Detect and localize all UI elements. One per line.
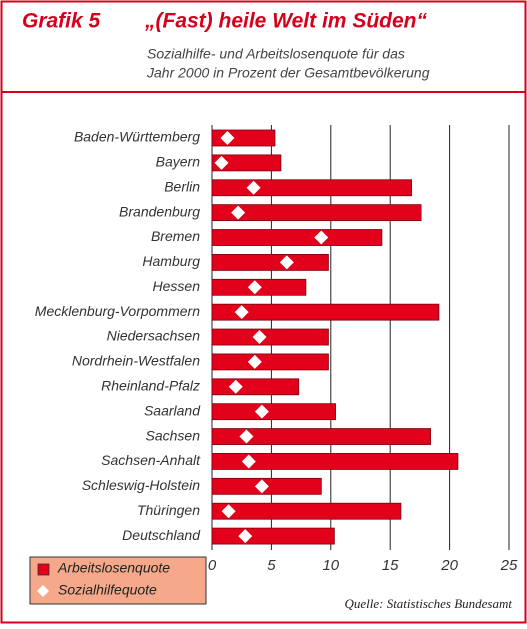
subtitle: Sozialhilfe- und Arbeitslosenquote für d… (147, 46, 405, 62)
legend-label: Arbeitslosenquote (57, 560, 170, 576)
y-tick-label: Mecklenburg-Vorpommern (35, 303, 200, 319)
y-tick-label: Bayern (156, 154, 201, 170)
y-tick-label: Hessen (153, 278, 201, 294)
legend-box (29, 556, 207, 605)
y-tick-label: Rheinland-Pfalz (101, 378, 200, 394)
bar (211, 403, 336, 421)
bar (211, 502, 402, 520)
subtitle: Jahr 2000 in Prozent der Gesamtbevölkeru… (146, 65, 430, 81)
source: Quelle: Statistisches Bundesamt (344, 596, 512, 611)
bar (211, 204, 422, 222)
bar (211, 229, 383, 246)
bar (211, 378, 300, 396)
diamond-marker (221, 504, 236, 519)
y-tick-label: Saarland (144, 402, 201, 418)
diamond-marker (254, 479, 269, 494)
y-tick-label: Niedersachsen (107, 328, 201, 344)
diamond-marker (254, 404, 269, 419)
diamond-marker (252, 330, 267, 345)
diamond-marker (247, 354, 262, 369)
diamond-marker (314, 230, 329, 245)
y-tick-label: Sachsen (146, 427, 201, 443)
x-tick-label: 25 (500, 557, 518, 574)
y-tick-label: Thüringen (137, 502, 200, 518)
diamond-marker (246, 180, 261, 195)
chart-label: Grafik 5 (22, 10, 101, 33)
diamond-marker (241, 454, 256, 469)
bar (211, 428, 431, 445)
bar (211, 353, 329, 371)
y-tick-label: Sachsen-Anhalt (101, 452, 201, 468)
x-tick-label: 20 (440, 557, 458, 574)
diamond-marker (238, 529, 253, 544)
diamond-marker (214, 155, 229, 170)
y-tick-label: Berlin (164, 178, 200, 194)
x-tick-label: 5 (267, 557, 276, 574)
x-tick-label: 0 (208, 557, 217, 574)
bar (211, 527, 335, 545)
diamond-marker (220, 131, 235, 145)
y-tick-label: Bremen (151, 228, 200, 244)
x-tick-label: 10 (322, 557, 339, 574)
chart-title: „(Fast) heile Welt im Süden“ (144, 10, 427, 33)
y-tick-label: Hamburg (142, 253, 200, 269)
x-tick-label: 15 (382, 557, 399, 574)
bar (211, 179, 412, 197)
diamond-marker (234, 305, 249, 320)
bar (211, 253, 329, 271)
bar (211, 453, 459, 470)
diamond-marker (231, 205, 246, 220)
y-tick-label: Schleswig-Holstein (82, 477, 200, 493)
legend-label: Sozialhilfequote (58, 582, 157, 598)
y-tick-label: Brandenburg (119, 203, 200, 219)
diamond-marker (279, 255, 294, 270)
diamond-marker (228, 379, 243, 394)
bar (211, 303, 440, 321)
diamond-marker (247, 280, 262, 295)
y-tick-label: Baden-Württemberg (74, 129, 200, 145)
diamond-marker (239, 429, 254, 444)
bar (211, 328, 329, 346)
y-tick-label: Deutschland (122, 527, 201, 543)
bar (211, 154, 282, 172)
legend-swatch (37, 585, 49, 597)
y-tick-label: Nordrhein-Westfalen (72, 353, 200, 369)
legend-swatch (37, 563, 50, 576)
